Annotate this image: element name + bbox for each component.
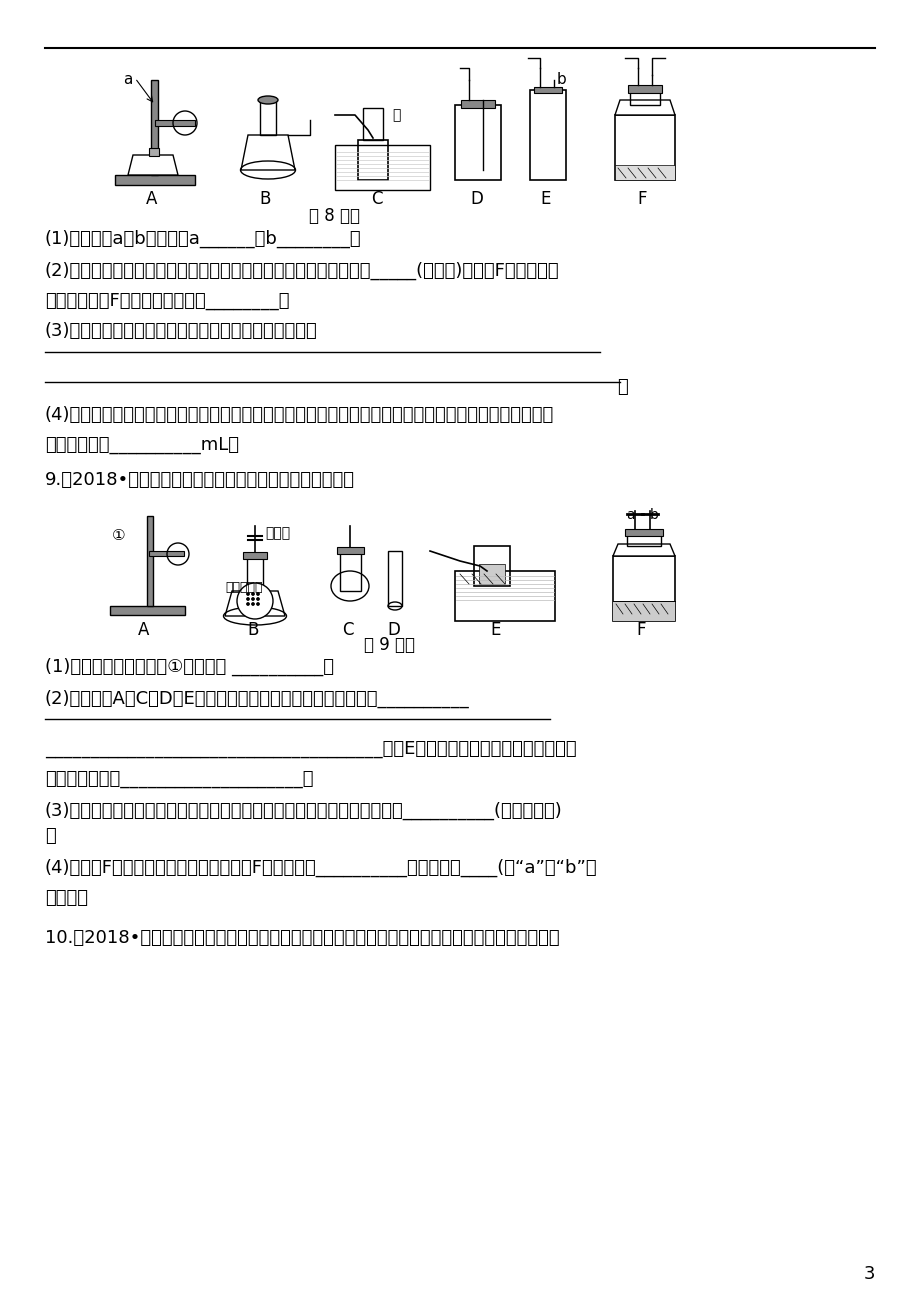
Circle shape <box>251 598 255 600</box>
Text: (4)实验室取用药品要注意节约，如果没有说明用量，一般应该取用最少量，固体药品只需盖满试管底部，: (4)实验室取用药品要注意节约，如果没有说明用量，一般应该取用最少量，固体药品只… <box>45 406 553 424</box>
Text: a: a <box>123 72 132 87</box>
Bar <box>154 120 195 126</box>
Bar <box>473 546 509 586</box>
Text: A: A <box>146 190 157 208</box>
Text: b: b <box>556 72 566 87</box>
Text: (2)实验室用大理石和稀盐酸制取并收集二氧化碳，应选用的装置为_____(填字母)，若用F装置干燥二: (2)实验室用大理石和稀盐酸制取并收集二氧化碳，应选用的装置为_____(填字母… <box>45 262 559 280</box>
Bar <box>533 87 562 92</box>
Text: ①: ① <box>112 529 126 543</box>
Bar <box>614 165 675 180</box>
Circle shape <box>256 603 259 605</box>
Circle shape <box>256 592 259 595</box>
Polygon shape <box>612 544 675 556</box>
Text: E: E <box>490 621 500 639</box>
Text: _____________________________________，用E装置收集氧气时，导管放入集气瓶: _____________________________________，用E… <box>45 740 576 758</box>
Text: 弹簧夹: 弹簧夹 <box>265 526 289 540</box>
Ellipse shape <box>257 96 278 104</box>
Text: 液体药品取用__________mL。: 液体药品取用__________mL。 <box>45 436 239 454</box>
Bar <box>479 564 505 585</box>
Text: a: a <box>625 508 634 522</box>
Circle shape <box>237 583 273 618</box>
Text: E: E <box>539 190 550 208</box>
Bar <box>614 115 675 180</box>
Text: 第 9 题图: 第 9 题图 <box>364 635 415 654</box>
Text: 氧化碳气体，F中应加入的试剂是________。: 氧化碳气体，F中应加入的试剂是________。 <box>45 292 289 310</box>
Bar <box>115 174 195 185</box>
Bar <box>455 105 501 180</box>
Text: 有孔塑料板: 有孔塑料板 <box>225 581 262 594</box>
Text: b: b <box>650 508 658 522</box>
Bar <box>612 556 675 621</box>
Text: 口进入。: 口进入。 <box>45 889 88 907</box>
Bar <box>460 100 494 108</box>
Bar <box>260 100 276 135</box>
Text: B: B <box>246 621 258 639</box>
Text: 口的适宜时刻是____________________。: 口的适宜时刻是____________________。 <box>45 769 313 788</box>
Text: F: F <box>635 621 645 639</box>
Bar <box>388 551 402 605</box>
Polygon shape <box>614 100 675 115</box>
Bar <box>612 602 675 621</box>
Circle shape <box>251 592 255 595</box>
Text: (3)请组装一套适合固体和液体反应并能控制反应的开始和停止的发生装置__________(填字母序号): (3)请组装一套适合固体和液体反应并能控制反应的开始和停止的发生装置______… <box>45 802 562 820</box>
Bar <box>340 551 360 591</box>
Text: (3)实验室用高锰酸钒制取气体，该反应的化学方程式为: (3)实验室用高锰酸钒制取气体，该反应的化学方程式为 <box>45 322 317 340</box>
Text: 。: 。 <box>45 827 56 845</box>
Text: 。: 。 <box>617 378 627 396</box>
Bar <box>630 90 659 105</box>
Bar <box>627 533 660 546</box>
Bar <box>147 516 153 605</box>
Circle shape <box>246 598 249 600</box>
Text: 第 8 题图: 第 8 题图 <box>309 207 360 225</box>
Polygon shape <box>128 155 177 174</box>
Circle shape <box>246 603 249 605</box>
Text: 10.（2018•江西样卷）某研究性学习小组利用下列装置进行气体的制取实验，请分析回答下列问题。: 10.（2018•江西样卷）某研究性学习小组利用下列装置进行气体的制取实验，请分… <box>45 930 559 947</box>
Text: D: D <box>387 621 400 639</box>
Text: 水: 水 <box>391 108 400 122</box>
Bar <box>246 556 263 591</box>
Text: (2)实验室用A、C、D、E组合制取氧气，该反应的化学方程式为__________: (2)实验室用A、C、D、E组合制取氧气，该反应的化学方程式为_________… <box>45 690 470 708</box>
Bar <box>149 148 159 156</box>
Text: C: C <box>370 190 382 208</box>
Text: 3: 3 <box>863 1266 874 1282</box>
Bar <box>529 90 565 180</box>
Polygon shape <box>225 591 285 616</box>
Text: A: A <box>138 621 149 639</box>
Polygon shape <box>241 135 295 171</box>
Bar <box>363 108 382 141</box>
Bar <box>243 552 267 559</box>
Text: C: C <box>342 621 353 639</box>
Text: D: D <box>470 190 482 208</box>
Bar <box>624 529 663 536</box>
Text: (1)写出仪器a和b的名称：a______，b________。: (1)写出仪器a和b的名称：a______，b________。 <box>45 230 361 249</box>
Bar <box>455 572 554 621</box>
Bar <box>628 85 662 92</box>
Text: F: F <box>636 190 646 208</box>
Bar <box>336 547 364 553</box>
Text: B: B <box>259 190 270 208</box>
Bar <box>110 605 185 615</box>
Text: (1)写出图中带标号仪器①的名称： __________。: (1)写出图中带标号仪器①的名称： __________。 <box>45 658 334 676</box>
Bar <box>335 145 429 190</box>
Text: 9.（2018•宜春模拟）根据下列仪器和装置回答有关问题：: 9.（2018•宜春模拟）根据下列仪器和装置回答有关问题： <box>45 471 355 490</box>
Circle shape <box>246 592 249 595</box>
Bar <box>151 79 158 174</box>
Bar <box>149 551 184 556</box>
Circle shape <box>251 603 255 605</box>
Text: (4)若使用F装置干燥二氧化碳气体，可在F装置中加入__________，气体应从____(填“a”或“b”）: (4)若使用F装置干燥二氧化碳气体，可在F装置中加入__________，气体应… <box>45 859 597 878</box>
Bar <box>357 141 388 180</box>
Circle shape <box>256 598 259 600</box>
